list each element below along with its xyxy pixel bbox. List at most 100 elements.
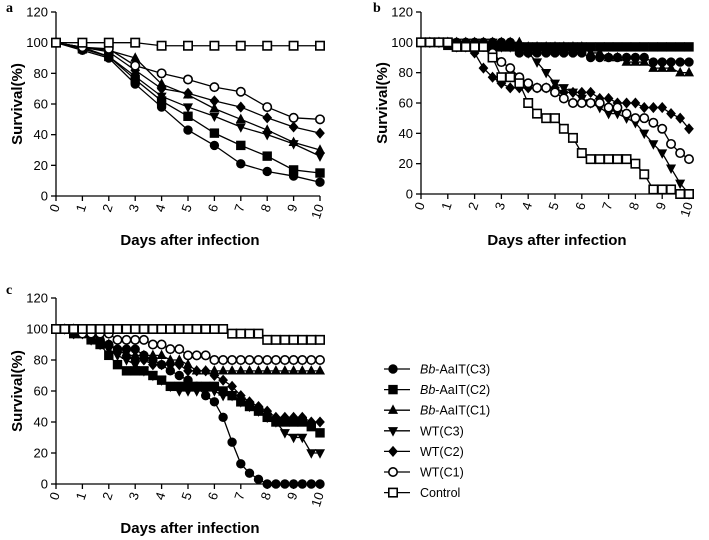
y-tick-label: 80 [399,65,413,80]
data-point [558,123,569,134]
data-point [227,354,238,365]
data-point [218,354,229,365]
legend-label: WT(C1) [420,466,464,480]
x-tick-label: 1 [73,490,90,502]
data-point [183,74,194,85]
x-tick-label: 3 [126,202,143,214]
x-tick-label: 3 [492,200,509,212]
data-point [639,169,650,180]
data-point [288,433,299,444]
data-point [675,189,686,200]
data-point [648,62,659,72]
y-tick-label: 120 [26,291,48,306]
x-tick-label: 0 [411,200,428,212]
data-point [314,40,325,51]
data-point [95,323,106,334]
data-point [487,38,498,49]
data-point [585,154,596,165]
data-point [487,71,498,83]
data-point [442,37,453,48]
data-point [209,323,220,334]
legend-entry: WT(C1) [384,466,464,480]
series-WT(C2) [51,323,325,428]
data-point [630,42,641,52]
data-point [630,113,641,124]
data-point [288,140,299,150]
x-tick-label: 9 [653,200,670,212]
panel-letter-b: b [373,1,381,16]
data-point [630,56,641,66]
data-point [648,140,659,150]
y-axis-title: Survival(%) [9,63,26,145]
data-point [209,387,220,397]
data-point [657,149,668,159]
data-point [138,367,149,377]
data-point [200,350,211,361]
data-point [297,354,308,365]
data-point [138,334,149,345]
data-point [648,42,659,52]
data-point [236,140,246,151]
data-point [567,41,578,51]
y-tick-label: 20 [34,446,48,461]
data-point [576,98,587,109]
data-point [130,334,141,345]
data-point [165,359,176,371]
y-tick-label: 120 [391,5,413,20]
data-point [147,339,158,350]
data-point [68,323,79,334]
data-point [227,391,238,402]
data-point [594,98,605,109]
x-tick-label: 8 [258,202,275,214]
x-tick-label: 0 [46,202,63,214]
data-point [165,382,176,393]
x-tick-label: 10 [308,202,327,220]
data-point [594,47,605,57]
data-point [182,103,194,113]
data-point [253,328,264,339]
data-point [541,68,552,79]
data-point [191,365,202,377]
data-point [532,108,543,119]
data-point [675,42,685,52]
x-tick-label: 3 [126,490,143,502]
data-point [306,354,317,365]
data-point [621,97,632,109]
data-point [244,396,255,408]
data-point [496,43,507,53]
data-point [156,83,167,95]
legend-label: Control [420,486,460,500]
data-point [576,41,587,51]
data-point [279,429,290,439]
data-point [315,428,325,438]
data-point [218,365,229,375]
data-point [112,334,123,345]
data-point [523,49,534,59]
legend-entry: Control [384,486,460,500]
data-point [227,380,237,392]
data-point [576,148,587,159]
data-point [314,114,325,125]
data-point [487,52,498,63]
legend: Bb-AaIT(C3)Bb-AaIT(C2)Bb-AaIT(C1)WT(C3)W… [384,363,490,500]
legend-entry: Bb-AaIT(C3) [384,363,490,377]
data-point [183,350,194,361]
legend-label: WT(C2) [420,445,464,459]
x-tick-label: 10 [308,490,327,508]
data-point [558,93,569,104]
legend-label-text: WT(C1) [420,466,464,480]
legend-marker [387,466,398,477]
data-point [314,365,326,375]
data-point [567,98,578,109]
data-point [612,102,623,113]
data-point [505,63,516,74]
legend-marker [387,427,399,437]
data-point [532,82,543,93]
data-point [505,43,516,53]
x-tick-label: 9 [284,490,301,502]
data-point [227,328,238,339]
data-point [262,334,273,345]
data-point [549,87,560,98]
data-point [541,113,552,124]
